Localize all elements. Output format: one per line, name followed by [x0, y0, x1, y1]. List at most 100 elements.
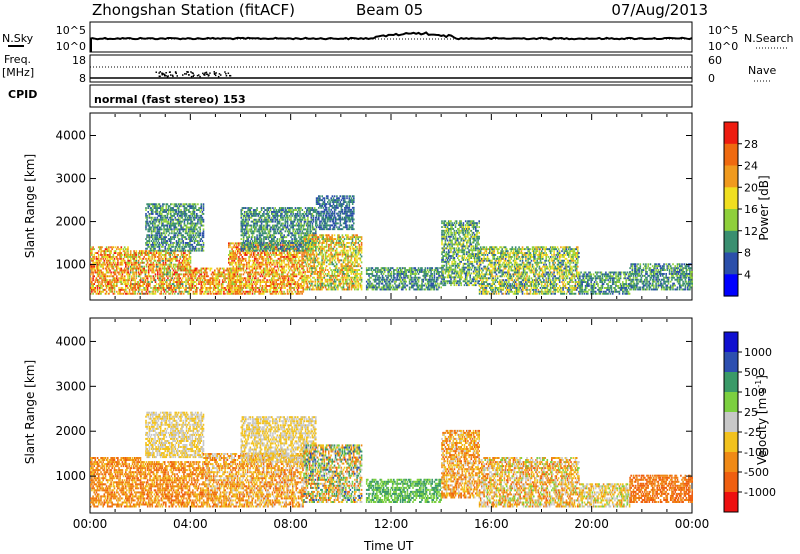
data-cell [94, 290, 97, 293]
data-cell [92, 292, 94, 295]
data-cell [249, 256, 251, 258]
data-cell [229, 290, 231, 293]
data-cell [176, 222, 179, 225]
data-cell [230, 287, 232, 289]
data-cell [184, 257, 186, 260]
data-cell [259, 263, 262, 266]
data-cell [159, 263, 161, 266]
data-cell [167, 245, 170, 248]
data-cell [193, 269, 196, 272]
data-cell [169, 283, 171, 285]
data-cell [134, 288, 136, 291]
data-cell [162, 259, 165, 262]
data-cell [172, 265, 175, 268]
data-cell [189, 216, 191, 219]
freq-dot [171, 74, 174, 77]
data-cell [294, 269, 297, 272]
data-cell [104, 275, 107, 278]
data-cell [316, 282, 319, 285]
data-cell [94, 252, 97, 254]
data-cell [209, 269, 212, 272]
data-cell [182, 281, 185, 283]
data-cell [199, 228, 201, 231]
data-cell [171, 249, 173, 252]
data-cell [263, 213, 265, 215]
data-cell [221, 283, 224, 285]
data-cell [253, 283, 256, 285]
data-cell [186, 269, 188, 272]
data-cell [150, 277, 152, 280]
data-cell [234, 275, 237, 278]
data-cell [231, 261, 233, 264]
data-cell [292, 277, 294, 280]
data-cell [170, 226, 172, 229]
freq-dot [224, 71, 226, 73]
data-cell [192, 232, 195, 235]
data-cell [194, 205, 197, 208]
data-cell [254, 236, 256, 239]
data-cell [159, 238, 162, 240]
data-cell [143, 256, 145, 258]
data-cell [176, 285, 178, 287]
data-cell [178, 267, 180, 270]
data-cell [177, 279, 179, 282]
data-cell [216, 275, 218, 278]
data-cell [251, 240, 254, 242]
data-cell [173, 226, 175, 229]
data-cell [173, 252, 176, 254]
data-cell [173, 228, 175, 231]
data-cell [310, 242, 312, 244]
data-cell [166, 220, 169, 223]
data-cell [244, 287, 247, 289]
data-cell [282, 222, 284, 225]
data-cell [246, 254, 248, 256]
data-cell [142, 279, 144, 282]
data-cell [164, 263, 167, 266]
freq-dot [225, 75, 228, 77]
data-cell [178, 285, 180, 287]
data-cell [234, 250, 237, 253]
data-cell [228, 290, 230, 293]
data-cell [174, 209, 177, 211]
data-cell [141, 261, 143, 264]
data-cell [92, 271, 94, 274]
data-cell [183, 224, 186, 227]
data-cell [288, 265, 291, 268]
data-cell [125, 256, 127, 258]
data-cell [241, 226, 244, 229]
data-cell [163, 211, 165, 213]
data-cell [265, 238, 267, 240]
data-cell [150, 232, 153, 235]
data-cell [94, 269, 97, 272]
data-cell [100, 257, 102, 260]
data-cell [311, 273, 313, 275]
data-cell [127, 267, 130, 270]
data-cell [256, 209, 258, 211]
data-cell [196, 228, 198, 231]
data-cell [177, 207, 180, 209]
data-cell [184, 211, 187, 213]
data-cell [249, 242, 252, 244]
data-cell [164, 245, 166, 248]
data-cell [171, 254, 174, 256]
data-cell [190, 277, 192, 280]
data-cell [159, 269, 161, 272]
data-cell [263, 243, 265, 246]
data-cell [94, 279, 97, 282]
data-cell [168, 283, 170, 285]
data-cell [128, 279, 131, 282]
data-cell [183, 228, 186, 231]
data-cell [94, 281, 97, 283]
data-cell [161, 220, 163, 223]
data-cell [193, 281, 196, 283]
data-cell [96, 279, 99, 282]
data-cell [232, 273, 235, 276]
data-cell [97, 261, 100, 264]
data-cell [293, 249, 296, 252]
data-cell [301, 209, 304, 211]
data-cell [301, 230, 304, 233]
data-cell [92, 288, 94, 291]
data-cell [308, 263, 311, 266]
data-cell [167, 220, 170, 223]
data-cell [202, 213, 205, 215]
